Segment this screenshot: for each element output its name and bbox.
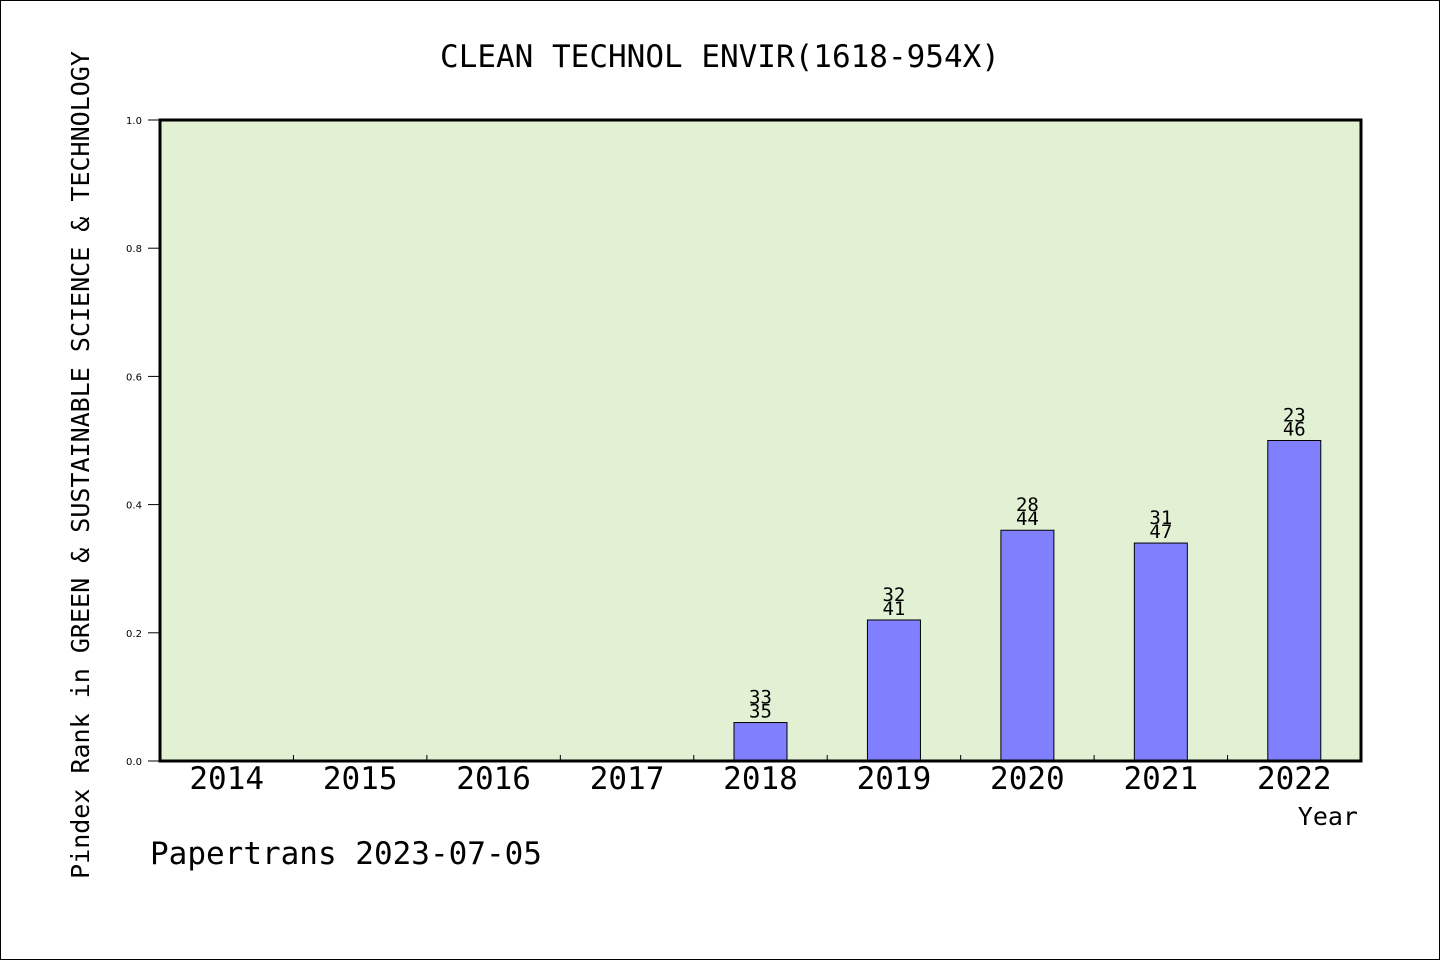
bar-label-top: 23	[1283, 405, 1306, 427]
x-tick-label: 2014	[189, 761, 264, 797]
chart-title: CLEAN TECHNOL ENVIR(1618-954X)	[440, 39, 1000, 75]
x-tick-label: 2022	[1257, 761, 1332, 797]
bar-label-bottom: 44	[1016, 508, 1039, 530]
x-axis: 2014 2015 2016 2017 2018 2019 2020 2021 2022	[189, 755, 1332, 797]
bar-label-bottom: 47	[1149, 521, 1172, 543]
y-tick-label: 0.4	[126, 501, 142, 512]
bar-label-top: 28	[1016, 494, 1039, 516]
x-axis-label: Year	[1298, 802, 1358, 831]
x-tick-label: 2019	[857, 761, 932, 797]
bar-label-bottom: 41	[882, 598, 905, 620]
bar-2018	[733, 722, 788, 762]
y-tick-label: 1.0	[126, 116, 142, 127]
bar-2019	[866, 619, 921, 762]
x-tick-label: 2015	[323, 761, 398, 797]
y-tick-label: 0.6	[126, 372, 142, 383]
footer-credit: Papertrans 2023-07-05	[150, 836, 542, 872]
bar-label-top: 33	[749, 687, 772, 709]
y-tick-label: 0.0	[126, 757, 142, 768]
y-tick-label: 0.8	[126, 244, 142, 255]
bar-2021	[1133, 542, 1188, 762]
y-axis: 0.0 0.2 0.4 0.6 0.8 1.0	[126, 116, 160, 768]
bar-2020	[1000, 529, 1055, 762]
y-tick-label: 0.2	[126, 629, 142, 640]
plot-border	[158, 118, 1363, 763]
y-axis-label: Pindex Rank in GREEN & SUSTAINABLE SCIEN…	[66, 51, 95, 879]
x-tick-label: 2017	[590, 761, 665, 797]
x-tick-label: 2020	[990, 761, 1065, 797]
bars-group	[733, 440, 1322, 762]
bar-label-bottom: 46	[1283, 419, 1306, 441]
bar-2022	[1267, 440, 1322, 762]
bar-label-bottom: 35	[749, 701, 772, 723]
bar-label-top: 31	[1149, 507, 1172, 529]
x-tick-label: 2021	[1124, 761, 1199, 797]
x-tick-label: 2016	[456, 761, 531, 797]
bar-label-top: 32	[882, 584, 905, 606]
x-tick-label: 2018	[723, 761, 798, 797]
